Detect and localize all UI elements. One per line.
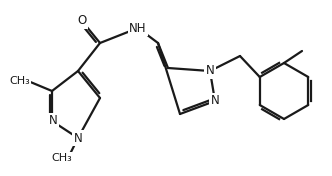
Text: N: N: [48, 115, 57, 127]
Text: NH: NH: [129, 21, 147, 34]
Text: N: N: [206, 64, 214, 77]
Text: O: O: [77, 14, 87, 27]
Text: CH₃: CH₃: [10, 76, 30, 86]
Text: N: N: [74, 131, 82, 144]
Text: CH₃: CH₃: [51, 153, 72, 163]
Text: N: N: [210, 95, 219, 108]
